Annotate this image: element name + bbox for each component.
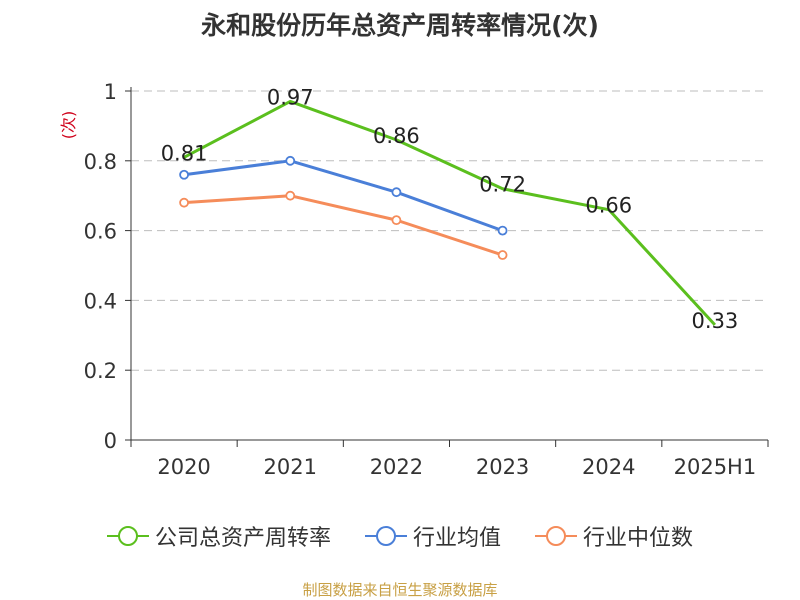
x-tick-label: 2022 — [370, 455, 423, 479]
y-tick-label: 0.2 — [84, 359, 117, 383]
data-point — [285, 190, 296, 201]
legend-line-icon — [535, 524, 577, 548]
series-line — [183, 194, 504, 257]
legend: 公司总资产周转率 行业均值 行业中位数 — [0, 520, 800, 552]
legend-line-icon — [364, 524, 407, 548]
data-label: 0.33 — [692, 309, 739, 333]
data-point — [179, 197, 189, 208]
legend-label: 行业中位数 — [583, 526, 694, 551]
legend-label: 行业均值 — [412, 526, 501, 551]
legend-label: 公司总资产周转率 — [154, 526, 331, 551]
legend-item-industry-mean[interactable]: 行业均值 — [364, 520, 501, 552]
data-point — [391, 215, 402, 226]
series-line — [183, 99, 717, 326]
x-tick-label: 2020 — [157, 455, 210, 479]
data-point — [497, 250, 508, 260]
series-line — [183, 159, 504, 233]
data-label: 0.97 — [267, 85, 314, 109]
y-tick-label: 0.8 — [84, 150, 117, 174]
y-tick-label: 0 — [104, 429, 117, 453]
x-tick-label: 2023 — [476, 455, 529, 479]
data-point — [391, 187, 402, 198]
data-label: 0.81 — [161, 141, 208, 165]
legend-line-icon — [106, 524, 149, 548]
x-tick-label: 2024 — [582, 455, 635, 479]
x-tick-label: 2021 — [264, 455, 317, 479]
y-axis-label: (次) — [59, 111, 78, 140]
y-tick-label: 1 — [104, 80, 117, 104]
data-label: 0.86 — [373, 124, 420, 148]
legend-item-company[interactable]: 公司总资产周转率 — [106, 520, 331, 552]
data-label: 0.72 — [479, 173, 526, 197]
y-tick-label: 0.6 — [84, 220, 117, 244]
x-tick-label: 2025H1 — [674, 455, 757, 479]
source-note: 制图数据来自恒生聚源数据库 — [302, 581, 498, 599]
data-point — [285, 155, 296, 166]
data-point — [179, 169, 189, 180]
data-label: 0.66 — [585, 194, 632, 218]
legend-item-industry-median[interactable]: 行业中位数 — [535, 520, 693, 552]
y-tick-label: 0.4 — [84, 289, 117, 313]
chart-title: 永和股份历年总资产周转率情况(次) — [201, 11, 599, 40]
data-point — [497, 225, 508, 236]
